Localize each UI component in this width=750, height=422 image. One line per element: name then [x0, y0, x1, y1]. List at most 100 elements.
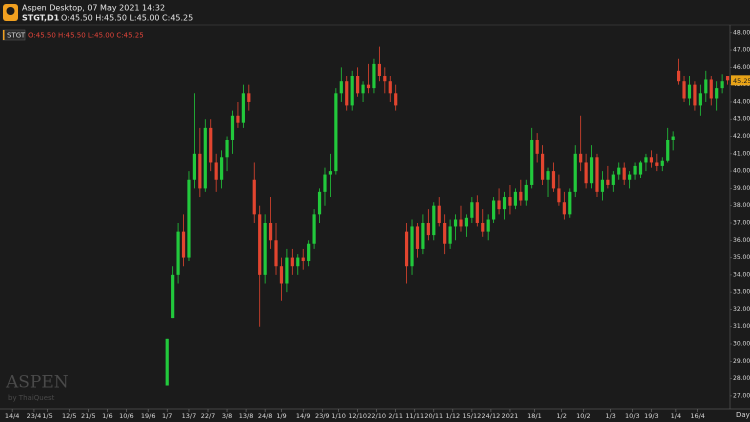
y-tick-label: 37.00 [733, 219, 750, 226]
candle-body [296, 257, 300, 267]
candle-body [198, 153, 202, 189]
y-tick-label: 38.00 [733, 202, 750, 209]
candle-body [497, 200, 501, 210]
x-tick-label: 14/4 [5, 412, 20, 420]
candle-body [579, 153, 583, 163]
candle-body [660, 160, 664, 166]
candle-body [388, 81, 392, 94]
candle-body [203, 127, 207, 189]
candle-body [551, 171, 556, 189]
candle-body [687, 84, 692, 99]
candle-body [589, 157, 594, 184]
candle-body [628, 174, 632, 180]
candle-body [410, 226, 414, 267]
app-title: Aspen Desktop, 07 May 2021 14:32 [22, 4, 165, 13]
candle-body [187, 179, 191, 258]
candle-body [698, 93, 702, 106]
x-tick-label: 10/6 [119, 412, 134, 420]
candle-body [459, 219, 463, 227]
candle-body [171, 274, 175, 319]
candle-body [557, 188, 561, 203]
x-tick-label: 18/1 [527, 412, 542, 420]
symbol-tag-accent [3, 30, 5, 40]
header-ohlc: O:45.50 H:45.50 L:45.00 C:45.25 [61, 14, 193, 23]
x-tick-label: 3/8 [222, 412, 232, 420]
candle-body [268, 222, 273, 241]
candle-body [274, 240, 278, 267]
x-tick-label: 1/9 [276, 412, 286, 420]
candle-body [638, 162, 643, 175]
candle-body [524, 184, 528, 201]
y-tick-label: 34.00 [733, 271, 750, 278]
y-tick-label: 41.00 [733, 150, 750, 157]
candle-body [709, 79, 713, 99]
x-tick-label: 21/5 [81, 412, 96, 420]
x-tick-label: 1/2 [556, 412, 566, 420]
candle-body [236, 115, 240, 123]
x-tick-label: 1/4 [671, 412, 681, 420]
x-tick-label: 2/11 [388, 412, 403, 420]
watermark-subtitle: by ThaiQuest [8, 394, 55, 402]
candle-body [595, 157, 599, 192]
x-tick-label: 1/5 [42, 412, 52, 420]
x-tick-label: 22/7 [201, 412, 216, 420]
x-tick-label: 23/4 [27, 412, 42, 420]
candle-body [704, 79, 708, 94]
candle-body [562, 202, 566, 215]
candle-body [546, 171, 550, 180]
candle-body [486, 219, 490, 232]
candle-body [383, 76, 387, 82]
candle-body [725, 76, 730, 81]
candle-body [600, 179, 605, 192]
y-tick-label: 31.00 [733, 323, 750, 330]
candle-body [530, 139, 534, 185]
candle-body [666, 139, 670, 161]
candle-body [220, 157, 224, 180]
candle-body [377, 63, 381, 77]
y-tick-label: 47.00 [733, 47, 750, 54]
candle-body [334, 93, 338, 172]
candle-body [247, 93, 251, 102]
candle-body [301, 257, 305, 262]
candle-body [323, 174, 327, 192]
y-tick-label: 46.00 [733, 64, 750, 71]
y-tick-label: 27.00 [733, 392, 750, 399]
candle-body [644, 157, 648, 163]
x-tick-label: 22/10 [367, 412, 386, 420]
x-tick-label: 13/7 [182, 412, 197, 420]
candle-body [356, 76, 360, 94]
candle-body [285, 257, 289, 284]
candle-body [513, 191, 517, 206]
candle-body [720, 81, 724, 89]
candle-body [415, 226, 420, 249]
candle-body [361, 84, 365, 94]
x-tick-label: 13/8 [239, 412, 254, 420]
y-tick-label: 35.00 [733, 254, 750, 261]
x-tick-label: 11/11 [405, 412, 424, 420]
x-axis-label: Day [736, 411, 750, 419]
candle-body [502, 197, 507, 210]
candle-body [492, 200, 496, 220]
x-tick-label: 23/9 [315, 412, 330, 420]
watermark-title: ASPEN [5, 373, 69, 393]
candle-body [350, 76, 354, 106]
x-tick-label: 1/7 [162, 412, 172, 420]
x-tick-label: 12/5 [62, 412, 77, 420]
candle-body [404, 231, 409, 267]
y-tick-label: 40.00 [733, 168, 750, 175]
candle-body [176, 231, 180, 275]
candle-body [475, 202, 479, 223]
candle-body [328, 171, 333, 175]
candle-body [279, 266, 284, 284]
candle-body [448, 226, 452, 244]
candle-body [540, 153, 545, 180]
candle-body [508, 197, 512, 206]
x-tick-label: 10/3 [625, 412, 640, 420]
candle-body [443, 222, 447, 244]
y-tick-label: 48.00 [733, 29, 750, 36]
candle-body [611, 174, 615, 185]
y-tick-label: 39.00 [733, 185, 750, 192]
